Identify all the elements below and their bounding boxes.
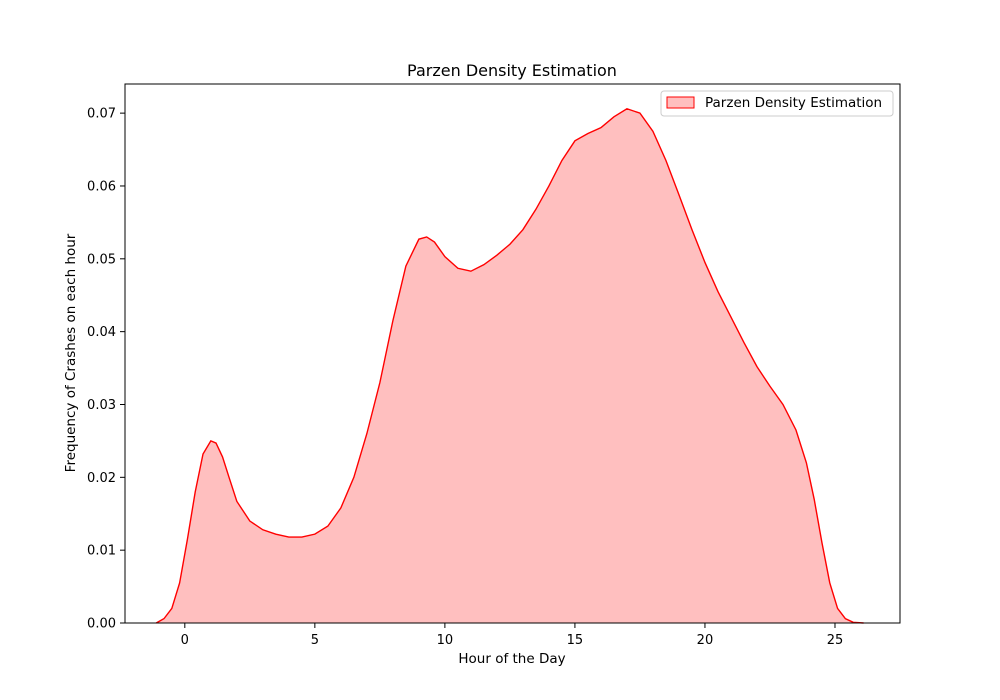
y-tick-label: 0.02 bbox=[87, 471, 116, 486]
x-tick-label: 10 bbox=[437, 633, 454, 648]
y-tick-label: 0.06 bbox=[87, 179, 116, 194]
legend: Parzen Density Estimation bbox=[660, 90, 894, 117]
x-axis-label: Hour of the Day bbox=[458, 651, 565, 667]
y-tick-label: 0.00 bbox=[87, 617, 116, 632]
chart-title: Parzen Density Estimation bbox=[407, 61, 617, 80]
density-area-fill bbox=[156, 108, 864, 623]
legend-swatch bbox=[666, 96, 695, 109]
y-tick-label: 0.07 bbox=[87, 107, 116, 122]
y-tick-label: 0.04 bbox=[87, 325, 116, 340]
x-axis: 0 5 10 15 20 25 bbox=[181, 623, 844, 648]
y-tick-label: 0.05 bbox=[87, 252, 116, 267]
plot-frame bbox=[124, 83, 901, 624]
y-axis: 0.00 0.01 0.02 0.03 0.04 0.05 0.06 0.07 bbox=[87, 107, 125, 632]
density-curve-line bbox=[155, 107, 864, 624]
legend-frame bbox=[660, 90, 894, 117]
x-tick-label: 5 bbox=[311, 633, 319, 648]
y-tick-label: 0.03 bbox=[87, 398, 116, 413]
x-tick-label: 25 bbox=[827, 633, 844, 648]
x-tick-label: 0 bbox=[181, 633, 189, 648]
x-tick-label: 20 bbox=[697, 633, 714, 648]
legend-entry-label: Parzen Density Estimation bbox=[705, 95, 882, 111]
x-tick-label: 15 bbox=[567, 633, 584, 648]
y-tick-label: 0.01 bbox=[87, 544, 116, 559]
plot-area bbox=[155, 107, 864, 624]
y-axis-label: Frequency of Crashes on each hour bbox=[63, 233, 79, 472]
